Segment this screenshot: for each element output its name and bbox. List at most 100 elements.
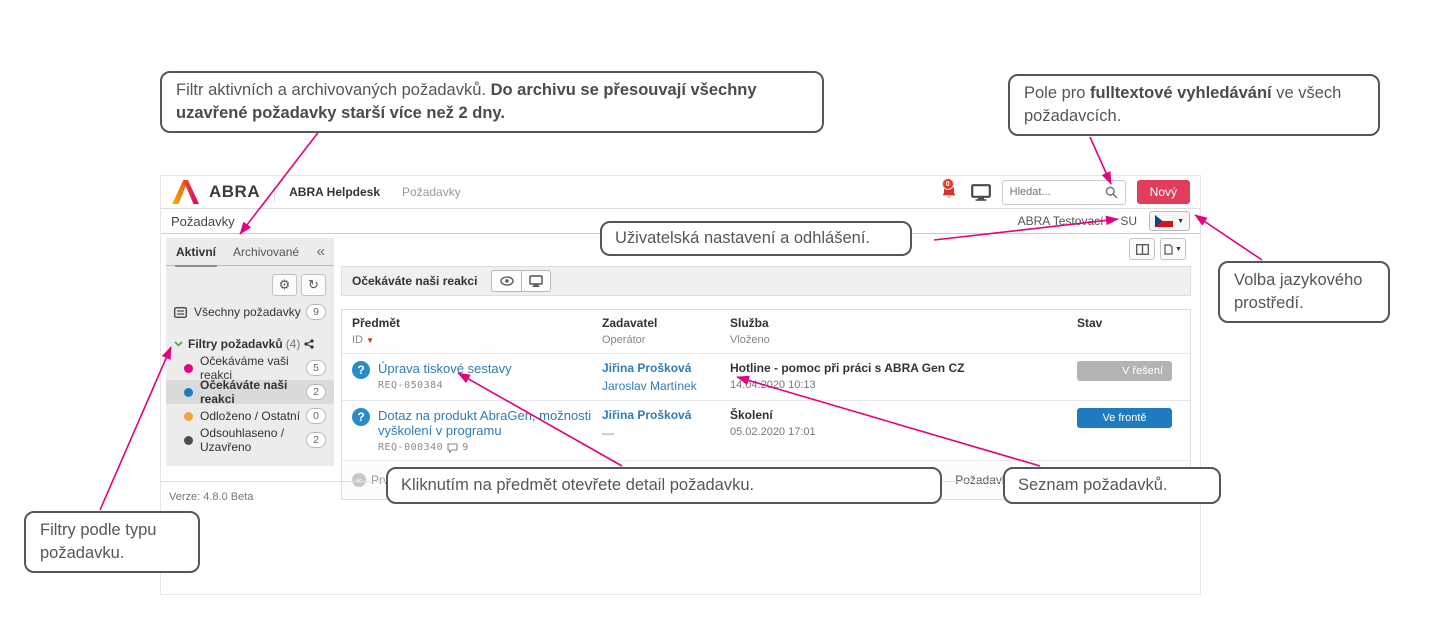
document-icon bbox=[1164, 243, 1173, 255]
czech-flag-icon bbox=[1155, 215, 1174, 227]
list-icon bbox=[174, 306, 187, 318]
preview-toggle-button[interactable] bbox=[491, 270, 522, 292]
column-header-subject[interactable]: Předmět bbox=[352, 316, 401, 330]
callout-language-choice: Volba jazykového prostředí. bbox=[1218, 261, 1390, 323]
column-header-id[interactable]: ID ▼ bbox=[352, 334, 374, 346]
refresh-icon[interactable]: ↻ bbox=[301, 274, 326, 296]
search-icon[interactable] bbox=[1105, 186, 1118, 199]
request-subject-link[interactable]: Úprava tiskové sestavy bbox=[378, 361, 512, 376]
count-badge: 0 bbox=[306, 408, 326, 424]
column-header-requester[interactable]: Zadavatel bbox=[602, 316, 658, 330]
export-document-button[interactable]: ▼ bbox=[1160, 238, 1186, 260]
sidebar: Aktivní Archivované « ⚙ ↻ Všechny požada… bbox=[166, 238, 334, 466]
operator-value: — bbox=[602, 426, 614, 440]
question-icon: ? bbox=[352, 361, 370, 379]
requester-link[interactable]: Jiřina Prošková bbox=[602, 408, 692, 422]
new-request-button[interactable]: Nový bbox=[1136, 180, 1190, 204]
filters-group-header[interactable]: Filtry požadavků (4) bbox=[166, 332, 334, 356]
breadcrumb-section[interactable]: Požadavky bbox=[402, 185, 461, 199]
column-header-operator[interactable]: Operátor bbox=[602, 334, 646, 346]
language-caret-icon: ▼ bbox=[1177, 217, 1184, 225]
sidebar-item-all-requests[interactable]: Všechny požadavky 9 bbox=[166, 300, 334, 324]
filter-label: Odloženo / Ostatní bbox=[200, 409, 301, 423]
created-timestamp: 05.02.2020 17:01 bbox=[730, 426, 816, 438]
request-id: REQ-000340 9 bbox=[378, 442, 602, 453]
status-badge[interactable]: V řešení bbox=[1077, 361, 1172, 381]
monitor-small-icon bbox=[529, 275, 544, 287]
share-icon[interactable] bbox=[304, 339, 314, 349]
callout-fulltext-search: Pole pro fulltextové vyhledávání ve všec… bbox=[1008, 74, 1380, 136]
filter-label: Odsouhlaseno / Uzavřeno bbox=[200, 426, 285, 454]
export-caret-icon: ▼ bbox=[1175, 245, 1182, 253]
version-label: Verze: 4.8.0 Beta bbox=[169, 491, 254, 503]
table-row[interactable]: ? Úprava tiskové sestavy REQ-050384 Jiři… bbox=[342, 353, 1190, 400]
search-input[interactable] bbox=[1009, 186, 1105, 198]
collapse-sidebar-icon[interactable]: « bbox=[316, 243, 325, 260]
request-id-text: REQ-000340 bbox=[378, 442, 444, 453]
list-toolbar: Očekáváte naši reakci bbox=[341, 266, 1191, 296]
column-header-service[interactable]: Služba bbox=[730, 316, 769, 330]
callout-archive-filter: Filtr aktivních a archivovaných požadavk… bbox=[160, 71, 824, 133]
callout-text-bold: fulltextové vyhledávání bbox=[1090, 84, 1272, 102]
filter-approved-closed[interactable]: Odsouhlaseno / Uzavřeno 2 bbox=[166, 426, 334, 454]
settings-gear-icon[interactable]: ⚙ bbox=[272, 274, 297, 296]
filters-group-count: (4) bbox=[285, 337, 301, 351]
service-name: Školení bbox=[730, 408, 773, 422]
filter-color-dot bbox=[184, 411, 193, 421]
header-divider bbox=[274, 182, 276, 202]
question-icon: ? bbox=[352, 408, 370, 426]
columns-icon bbox=[1135, 243, 1149, 255]
user-role: SU bbox=[1120, 214, 1138, 228]
view-toggle-group bbox=[491, 270, 552, 292]
tab-archived-requests[interactable]: Archivované bbox=[233, 245, 300, 259]
column-header-status[interactable]: Stav bbox=[1077, 316, 1103, 330]
search-field bbox=[1001, 179, 1126, 205]
page-title: Požadavky bbox=[171, 213, 235, 229]
sidebar-tabs: Aktivní Archivované « bbox=[166, 238, 334, 267]
brand-name: ABRA bbox=[209, 182, 261, 201]
service-name: Hotline - pomoc při práci s ABRA Gen CZ bbox=[730, 361, 965, 375]
user-menu: ABRA Testovací ▼ SU ▼ bbox=[1018, 211, 1190, 231]
filter-color-dot bbox=[184, 387, 193, 397]
request-subject-link[interactable]: Dotaz na produkt AbraGen, možnosti vyško… bbox=[378, 408, 592, 438]
view-actions: ▼ bbox=[1129, 238, 1186, 260]
requester-link[interactable]: Jiřina Prošková bbox=[602, 361, 692, 375]
user-menu-caret-icon[interactable]: ▼ bbox=[1108, 217, 1116, 225]
breadcrumb-app[interactable]: ABRA Helpdesk bbox=[289, 185, 381, 199]
user-name[interactable]: ABRA Testovací bbox=[1017, 214, 1104, 228]
comment-count: 9 bbox=[462, 442, 469, 453]
abra-logo[interactable]: ABRA bbox=[171, 180, 260, 204]
callout-text-bold: Do archivu se přesouvají všechny uzavřen… bbox=[176, 81, 757, 122]
screen-view-button[interactable] bbox=[521, 270, 552, 292]
monitor-icon[interactable] bbox=[970, 183, 991, 201]
callout-user-settings: Uživatelská nastavení a odhlášení. bbox=[600, 221, 912, 256]
language-selector[interactable]: ▼ bbox=[1149, 211, 1190, 231]
abra-logo-icon bbox=[172, 180, 199, 204]
callout-type-filters: Filtry podle typu požadavku. bbox=[24, 511, 200, 573]
sort-desc-icon: ▼ bbox=[366, 336, 374, 345]
notifications-button[interactable]: 0 bbox=[940, 178, 960, 202]
filter-waiting-your-reaction[interactable]: Očekáváme vaši reakci 5 bbox=[166, 354, 334, 382]
created-timestamp: 14.04.2020 10:13 bbox=[730, 379, 816, 391]
filter-color-dot bbox=[184, 363, 193, 373]
column-header-created[interactable]: Vloženo bbox=[730, 334, 770, 346]
table-row[interactable]: ? Dotaz na produkt AbraGen, možnosti vyš… bbox=[342, 400, 1190, 460]
callout-text: Filtr aktivních a archivovaných požadavk… bbox=[176, 81, 491, 99]
count-badge: 9 bbox=[306, 304, 326, 320]
filter-postponed-other[interactable]: Odloženo / Ostatní 0 bbox=[166, 404, 334, 428]
columns-settings-button[interactable] bbox=[1129, 238, 1155, 260]
count-badge: 2 bbox=[306, 384, 326, 400]
tab-active-requests[interactable]: Aktivní bbox=[175, 238, 218, 267]
callout-subject-click: Kliknutím na předmět otevřete detail pož… bbox=[386, 467, 942, 504]
status-badge[interactable]: Ve frontě bbox=[1077, 408, 1172, 428]
count-badge: 2 bbox=[306, 432, 326, 448]
filter-label: Očekáváte naši reakci bbox=[200, 378, 288, 406]
callout-text: Pole pro bbox=[1024, 84, 1091, 102]
operator-link[interactable]: Jaroslav Martínek bbox=[602, 379, 697, 393]
table-header-row: Předmět ID ▼ Zadavatel Operátor Služba V… bbox=[342, 310, 1190, 353]
notification-count-badge: 0 bbox=[941, 178, 954, 190]
filter-label: Očekáváme vaši reakci bbox=[200, 354, 289, 382]
filter-waiting-our-reaction[interactable]: Očekáváte naši reakci 2 bbox=[166, 378, 334, 406]
callout-request-list: Seznam požadavků. bbox=[1003, 467, 1221, 504]
